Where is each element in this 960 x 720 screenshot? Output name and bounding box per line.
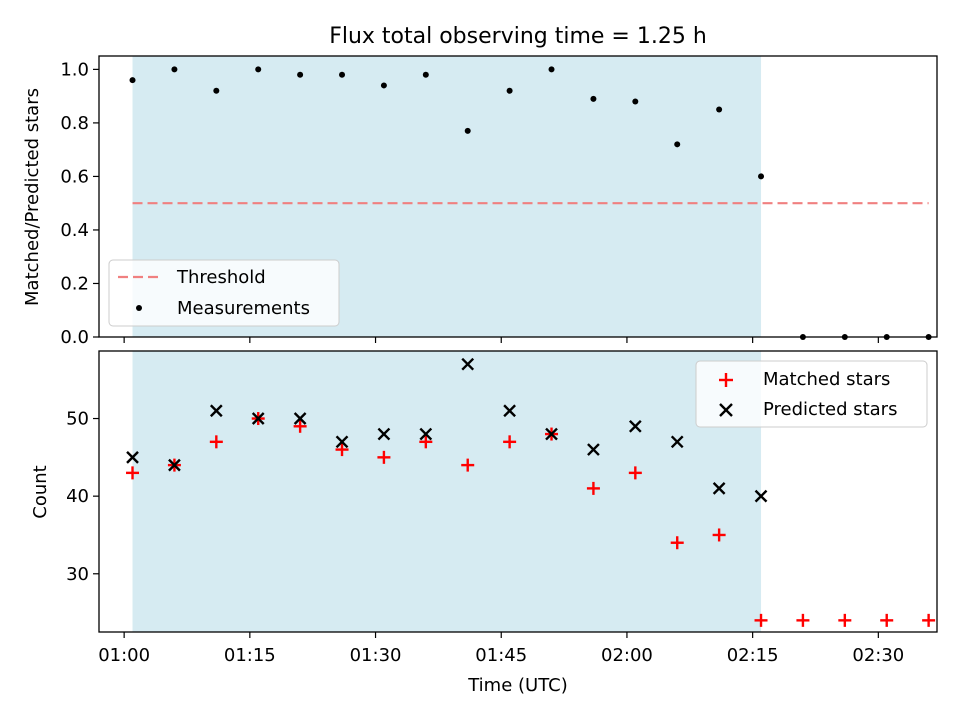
bottom-y-tick-label: 30 — [66, 564, 89, 585]
predicted-star-point — [419, 427, 433, 441]
bottom-axes-frame — [98, 350, 938, 633]
bottom-panel: 30 40 50 01:00 01:15 01:30 01:45 02:00 02:15 02:3… — [30, 350, 938, 696]
measurement-point — [171, 66, 178, 73]
measurement-point — [674, 141, 681, 148]
measurement-point — [758, 173, 765, 180]
legend-measurement-swatch — [136, 305, 142, 311]
top-y-tick-label: 0.6 — [60, 166, 89, 187]
predicted-star-point — [461, 357, 475, 371]
top-axes-frame — [98, 55, 938, 338]
predicted-star-point — [168, 458, 181, 472]
predicted-star-point — [670, 435, 684, 449]
predicted-star-point — [251, 412, 265, 425]
matched-star-point — [419, 435, 433, 449]
matched-star-point — [880, 613, 894, 627]
predicted-star-point — [587, 443, 600, 456]
top-y-axis-label: Matched/Predicted stars — [22, 88, 43, 306]
legend-matched-swatch — [719, 373, 733, 387]
legend-predicted-label: Predicted stars — [763, 399, 897, 420]
measurement-point — [255, 66, 262, 73]
x-tick-label: 01:45 — [475, 645, 527, 666]
top-legend: Threshold Measurements — [108, 259, 340, 327]
legend-matched-label: Matched stars — [763, 369, 890, 390]
predicted-star-point — [335, 435, 349, 449]
top-y-tick-label: 0.0 — [60, 327, 89, 348]
x-tick-label: 02:15 — [727, 645, 779, 666]
matched-star-point — [922, 613, 936, 627]
matched-star-point — [754, 613, 768, 627]
measurement-point — [632, 98, 639, 105]
legend-threshold-label: Threshold — [176, 267, 266, 288]
measurement-point — [716, 106, 723, 113]
bottom-points — [126, 357, 936, 627]
chart-title: Flux total observing time = 1.25 h — [329, 24, 707, 49]
matched-star-point — [377, 450, 391, 464]
matched-star-point — [712, 528, 726, 542]
predicted-star-point — [628, 419, 642, 433]
bottom-y-tick-label: 40 — [66, 486, 89, 507]
bottom-legend: Matched stars Predicted stars — [695, 360, 928, 428]
matched-star-point — [670, 536, 684, 550]
top-y-tick-label: 0.8 — [60, 113, 89, 134]
bottom-ticks: 30 40 50 01:00 01:15 01:30 01:45 02:00 02:15 02:3… — [66, 409, 904, 666]
matched-star-point — [461, 458, 475, 472]
matched-star-point — [293, 419, 307, 433]
x-axis-label: Time (UTC) — [467, 675, 568, 696]
x-tick-label: 01:00 — [98, 645, 150, 666]
predicted-star-point — [712, 482, 726, 495]
bottom-y-tick-label: 50 — [66, 409, 89, 430]
x-tick-label: 02:00 — [601, 645, 653, 666]
matched-star-point — [838, 613, 852, 627]
predicted-star-point — [293, 412, 307, 425]
predicted-star-point — [503, 404, 516, 418]
measurement-point — [339, 71, 346, 78]
measurement-point — [213, 87, 220, 94]
x-tick-label: 02:30 — [852, 645, 904, 666]
predicted-star-point — [754, 489, 768, 503]
predicted-star-point — [126, 450, 139, 464]
measurement-point — [464, 127, 471, 134]
matched-star-point — [503, 435, 517, 449]
measurement-point — [129, 77, 136, 84]
measurement-points — [129, 66, 932, 340]
matched-star-point — [335, 443, 349, 457]
top-y-tick-label: 1.0 — [60, 59, 89, 80]
matched-star-point — [628, 466, 642, 480]
predicted-star-point — [545, 427, 558, 441]
matched-star-point — [126, 466, 140, 480]
bottom-shaded-region — [132, 351, 762, 632]
top-y-tick-label: 0.4 — [60, 220, 89, 241]
measurement-point — [380, 82, 387, 89]
matched-star-point — [586, 481, 600, 495]
matched-star-point — [796, 613, 810, 627]
measurement-point — [548, 66, 555, 73]
x-tick-label: 01:15 — [224, 645, 276, 666]
top-y-tick-label: 0.2 — [60, 273, 89, 294]
legend-measurements-label: Measurements — [177, 298, 310, 319]
measurement-point — [506, 87, 513, 94]
top-ticks: 0.0 0.2 0.4 0.6 0.8 1.0 — [60, 59, 879, 348]
measurement-point — [297, 71, 304, 78]
top-legend-box — [108, 259, 340, 327]
measurement-point — [422, 71, 429, 78]
predicted-star-point — [209, 404, 223, 418]
predicted-star-point — [377, 427, 391, 441]
x-tick-label: 01:30 — [350, 645, 402, 666]
legend-predicted-swatch — [719, 403, 733, 417]
bottom-y-axis-label: Count — [30, 465, 51, 518]
bottom-legend-box — [695, 360, 928, 428]
measurement-point — [590, 95, 597, 102]
top-panel: 0.0 0.2 0.4 0.6 0.8 1.0 Matched/Predicted sta… — [22, 55, 938, 348]
matched-star-point — [209, 435, 223, 449]
